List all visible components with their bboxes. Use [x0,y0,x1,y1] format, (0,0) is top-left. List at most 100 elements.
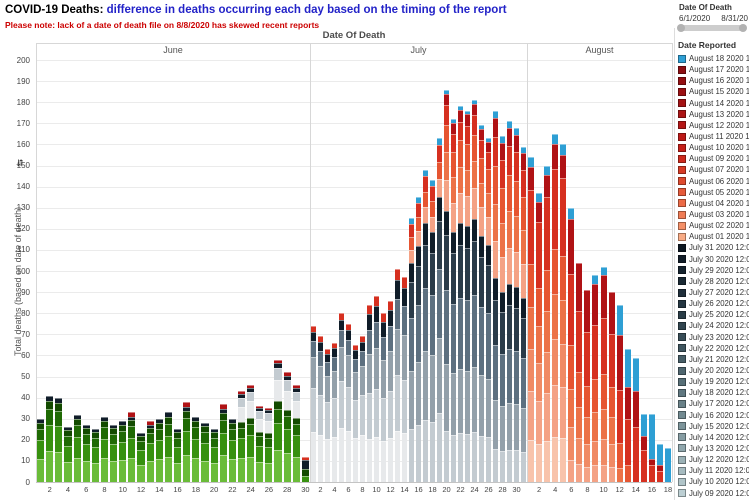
bar-segment[interactable] [137,464,145,482]
bar-segment[interactable] [192,420,200,428]
bar-segment[interactable] [311,432,316,482]
bar-segment[interactable] [219,432,227,456]
bar-segment[interactable] [493,300,498,345]
bar-segment[interactable] [346,431,351,482]
bar[interactable] [493,110,498,482]
bar-segment[interactable] [507,247,512,284]
bar-segment[interactable] [472,241,477,295]
bar-segment[interactable] [444,289,449,365]
bar-segment[interactable] [500,160,505,188]
bar-segment[interactable] [55,426,63,452]
bar-segment[interactable] [437,179,442,197]
bar-segment[interactable] [458,106,463,111]
legend-item[interactable]: July 16 2020 12:0 [678,410,749,421]
bar[interactable] [332,342,337,482]
bar-segment[interactable] [146,427,154,434]
bar-segment[interactable] [576,407,583,439]
bar-segment[interactable] [521,408,526,452]
bar-segment[interactable] [640,450,647,482]
bar-segment[interactable] [374,322,379,349]
bar-segment[interactable] [247,435,255,457]
bar-segment[interactable] [183,410,191,418]
bar-segment[interactable] [409,318,414,372]
y-tick-label[interactable]: 20 [21,435,30,445]
date-filter-start[interactable]: 6/1/2020 [679,14,711,23]
bar-segment[interactable] [536,221,543,289]
x-tick-label[interactable]: 6 [84,485,89,494]
bar-segment[interactable] [332,370,337,399]
bar-segment[interactable] [507,146,512,176]
bar-segment[interactable] [237,406,246,423]
x-tick-label[interactable]: 12 [386,485,395,494]
bar-segment[interactable] [514,127,519,135]
bar-segment[interactable] [128,420,136,427]
x-tick-label[interactable]: 2 [536,485,542,494]
bar-segment[interactable] [110,425,118,429]
bar-segment[interactable] [600,318,607,375]
bar-segment[interactable] [374,348,379,390]
legend-item[interactable]: July 26 2020 12:0 [678,298,749,309]
x-tick-label[interactable]: 6 [569,485,574,494]
bar-segment[interactable] [648,458,655,466]
bar-segment[interactable] [219,412,227,420]
bar-segment[interactable] [493,448,498,482]
bar-segment[interactable] [210,432,218,438]
bar-segment[interactable] [325,439,330,482]
x-tick-label[interactable]: 26 [484,485,493,494]
bar-segment[interactable] [423,207,428,223]
legend-item[interactable]: July 28 2020 12:0 [678,276,749,287]
bar-segment[interactable] [416,265,421,306]
bar-segment[interactable] [616,443,623,468]
legend-swatch[interactable] [678,455,686,464]
bar-segment[interactable] [388,391,393,439]
bar-segment[interactable] [374,437,379,482]
bar-segment[interactable] [437,196,442,221]
bar-segment[interactable] [536,363,543,402]
bar-segment[interactable] [346,355,351,388]
bar-segment[interactable] [465,144,470,171]
bar[interactable] [458,106,463,482]
bar-segment[interactable] [339,427,344,482]
bar-segment[interactable] [256,411,264,419]
bar-segment[interactable] [521,230,526,264]
bar-segment[interactable] [552,144,559,169]
bar-segment[interactable] [430,180,435,187]
bar[interactable] [409,218,414,482]
legend-item[interactable]: July 13 2020 12:0 [678,443,749,454]
bar-segment[interactable] [332,356,337,371]
bar-segment[interactable] [592,324,599,379]
bar-segment[interactable] [265,437,273,447]
bar-segment[interactable] [353,372,358,400]
bar[interactable] [311,325,316,482]
bar-segment[interactable] [318,336,323,343]
bar-segment[interactable] [274,363,282,369]
bar-segment[interactable] [292,417,300,424]
legend-item[interactable]: August 05 2020 1 [678,187,749,198]
bar[interactable] [423,169,428,482]
y-tick-label[interactable]: 40 [21,393,30,403]
bar-segment[interactable] [528,157,535,167]
bar-segment[interactable] [274,408,282,424]
bar-segment[interactable] [486,437,491,482]
bar-segment[interactable] [664,448,671,482]
bar-segment[interactable] [500,450,505,482]
bar-segment[interactable] [100,416,109,421]
bar-segment[interactable] [201,443,209,461]
bar[interactable] [536,192,543,482]
y-tick-label[interactable]: 140 [16,182,30,192]
bar-segment[interactable] [437,145,442,163]
bar-segment[interactable] [576,464,583,482]
bar-segment[interactable] [155,428,163,441]
bar-segment[interactable] [552,339,559,385]
bar[interactable] [82,425,90,482]
bar-segment[interactable] [486,265,491,314]
bar-segment[interactable] [544,311,551,353]
bar[interactable] [128,412,136,482]
bar-segment[interactable] [528,189,535,265]
bar-segment[interactable] [46,400,54,410]
legend-swatch[interactable] [678,210,686,219]
bar-segment[interactable] [507,305,512,349]
bar-segment[interactable] [458,245,463,298]
gridline[interactable] [36,81,672,83]
bar-segment[interactable] [500,142,505,161]
